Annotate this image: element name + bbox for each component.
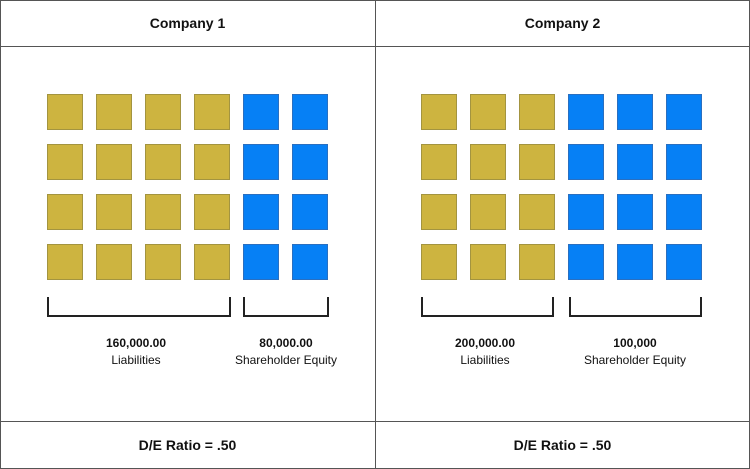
- company-1-ratio: D/E Ratio = .50: [138, 437, 237, 453]
- company-2-equity-value: 100,000: [613, 336, 657, 350]
- company-2-title: Company 2: [524, 15, 601, 31]
- company-1-liabilities-value: 160,000.00: [105, 336, 167, 350]
- equity-unit-square: [617, 144, 653, 180]
- liability-unit-square: [421, 94, 457, 130]
- equity-unit-square: [617, 244, 653, 280]
- equity-unit-square: [243, 244, 279, 280]
- company-2-equity-caption: Shareholder Equity: [583, 353, 687, 367]
- liability-unit-square: [194, 94, 230, 130]
- liability-unit-square: [519, 94, 555, 130]
- equity-unit-square: [568, 94, 604, 130]
- equity-unit-square: [292, 94, 328, 130]
- company-2-liabilities-label: 200,000.00 Liabilities: [405, 335, 565, 369]
- liability-unit-square: [421, 194, 457, 230]
- liability-unit-square: [96, 244, 132, 280]
- liability-unit-square: [194, 144, 230, 180]
- company-2-equity-label: 100,000 Shareholder Equity: [555, 335, 715, 369]
- company-1-liabilities-label: 160,000.00 Liabilities: [56, 335, 216, 369]
- equity-unit-square: [617, 194, 653, 230]
- liability-unit-square: [519, 244, 555, 280]
- company-1-equity-caption: Shareholder Equity: [234, 353, 338, 367]
- equity-unit-square: [243, 144, 279, 180]
- company-2-liabilities-bracket: [421, 297, 554, 317]
- liability-unit-square: [470, 244, 506, 280]
- company-2-ratio: D/E Ratio = .50: [513, 437, 612, 453]
- equity-unit-square: [243, 94, 279, 130]
- company-2-liabilities-caption: Liabilities: [460, 353, 510, 367]
- liability-unit-square: [194, 194, 230, 230]
- liability-unit-square: [96, 94, 132, 130]
- company-1-liabilities-bracket: [47, 297, 231, 317]
- liability-unit-square: [519, 144, 555, 180]
- company-2-liabilities-value: 200,000.00: [454, 336, 516, 350]
- equity-unit-square: [617, 94, 653, 130]
- liability-unit-square: [519, 194, 555, 230]
- company-1-equity-bracket: [243, 297, 329, 317]
- liability-unit-square: [421, 244, 457, 280]
- liability-unit-square: [470, 144, 506, 180]
- equity-unit-square: [666, 194, 702, 230]
- company-1-equity-label: 80,000.00 Shareholder Equity: [206, 335, 366, 369]
- equity-unit-square: [666, 144, 702, 180]
- liability-unit-square: [47, 144, 83, 180]
- equity-unit-square: [568, 144, 604, 180]
- equity-unit-square: [666, 244, 702, 280]
- company-1-liabilities-caption: Liabilities: [111, 353, 161, 367]
- equity-unit-square: [292, 144, 328, 180]
- equity-unit-square: [292, 244, 328, 280]
- liability-unit-square: [145, 194, 181, 230]
- company-1-title: Company 1: [149, 15, 226, 31]
- column-divider: [375, 0, 376, 469]
- liability-unit-square: [194, 244, 230, 280]
- equity-unit-square: [292, 194, 328, 230]
- liability-unit-square: [145, 144, 181, 180]
- equity-unit-square: [568, 244, 604, 280]
- liability-unit-square: [47, 194, 83, 230]
- equity-unit-square: [243, 194, 279, 230]
- company-2-equity-bracket: [569, 297, 702, 317]
- liability-unit-square: [96, 194, 132, 230]
- liability-unit-square: [421, 144, 457, 180]
- liability-unit-square: [145, 94, 181, 130]
- liability-unit-square: [145, 244, 181, 280]
- liability-unit-square: [47, 94, 83, 130]
- liability-unit-square: [96, 144, 132, 180]
- equity-unit-square: [666, 94, 702, 130]
- company-1-equity-value: 80,000.00: [259, 336, 313, 350]
- liability-unit-square: [470, 94, 506, 130]
- equity-unit-square: [568, 194, 604, 230]
- liability-unit-square: [47, 244, 83, 280]
- liability-unit-square: [470, 194, 506, 230]
